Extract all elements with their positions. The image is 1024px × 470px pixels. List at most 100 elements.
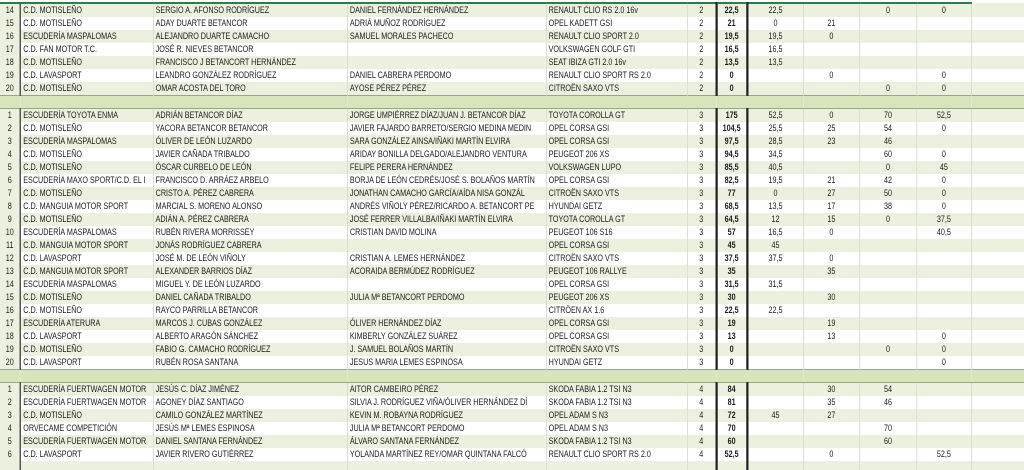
car-cell[interactable]: TOYOTA COROLLA GT [546,213,688,226]
empty-cell[interactable] [20,461,154,470]
round-points-cell[interactable] [971,122,1024,135]
codriver-cell[interactable]: FELIPE PERERA HERNÁNDEZ [347,161,547,174]
driver-cell[interactable]: ADIÁN A. PÉREZ CABRERA [153,213,348,226]
total-points-cell[interactable]: 77 [715,187,749,200]
car-cell[interactable]: PEUGEOT 206 XS [546,291,688,304]
round-points-cell[interactable]: 30 [803,382,860,396]
position-cell[interactable]: 15 [0,17,21,30]
round-points-cell[interactable] [971,174,1024,187]
total-points-cell[interactable]: 81 [715,396,749,409]
position-cell[interactable]: 17 [0,43,21,56]
category-cell[interactable]: 4 [687,396,717,409]
codriver-cell[interactable] [347,43,547,56]
codriver-cell[interactable]: SAMUEL MORALES PACHECO [347,30,547,43]
club-cell[interactable]: C.D. MOTISLEÑO [20,2,154,17]
total-points-cell[interactable]: 19 [715,317,749,330]
position-cell[interactable]: 18 [0,330,21,343]
club-cell[interactable]: ESCUDERÍA FUERTWAGEN MOTOR [20,435,154,448]
round-points-cell[interactable] [971,330,1024,343]
round-points-cell[interactable] [971,252,1024,265]
driver-cell[interactable]: RAYCO PARRILLA BETANCOR [153,304,348,317]
round-points-cell[interactable] [747,330,804,343]
codriver-cell[interactable]: JULIA Mª BETANCORT PERDOMO [347,422,547,435]
club-cell[interactable]: ORVECAME COMPETICIÓN [20,422,154,435]
round-points-cell[interactable]: 17 [803,200,860,213]
round-points-cell[interactable] [916,435,972,448]
empty-cell[interactable] [859,461,917,470]
category-cell[interactable]: 3 [687,213,717,226]
car-cell[interactable]: OPEL CORSA GSI [546,317,688,330]
round-points-cell[interactable]: 60 [859,435,917,448]
position-cell[interactable]: 14 [0,2,21,17]
total-points-cell[interactable]: 22,5 [715,2,749,17]
round-points-cell[interactable]: 34,5 [747,148,804,161]
club-cell[interactable]: C.D. MOTISLEÑO [20,213,154,226]
driver-cell[interactable]: SERGIO A. AFONSO RODRÍGUEZ [153,2,348,17]
position-cell[interactable]: 17 [0,317,21,330]
driver-cell[interactable]: ÓLIVER DE LEÓN LUZARDO [153,135,348,148]
club-cell[interactable]: ESCUDERÍA MAXO SPORT/C.D. EL I [20,174,154,187]
position-cell[interactable]: 3 [0,409,21,422]
driver-cell[interactable]: MIGUEL Y. DE LEÓN LUZARDO [153,278,348,291]
round-points-cell[interactable] [971,3,1024,17]
club-cell[interactable]: ESCUDERÍA ATERURA [20,317,154,330]
total-points-cell[interactable]: 52,5 [715,448,749,461]
codriver-cell[interactable]: JESUS MARIA LEMES ESPINOSA [347,356,547,370]
round-points-cell[interactable] [916,56,972,69]
club-cell[interactable]: C.D. MOTISLEÑO [20,148,154,161]
driver-cell[interactable]: CAMILO GONZÁLEZ MARTÍNEZ [153,409,348,422]
round-points-cell[interactable] [971,226,1024,239]
round-points-cell[interactable]: 0 [859,161,917,174]
car-cell[interactable]: CITROËN SAXO VTS [546,187,688,200]
total-points-cell[interactable]: 64,5 [715,213,749,226]
empty-cell[interactable] [546,461,688,470]
round-points-cell[interactable]: 45 [916,161,972,174]
club-cell[interactable]: C.D. LAVASPORT [20,356,154,370]
driver-cell[interactable]: DANIEL CAÑADA TRIBALDO [153,291,348,304]
total-points-cell[interactable]: 68,5 [715,200,749,213]
driver-cell[interactable]: ADRIÁN BETANCOR DÍAZ [153,108,348,122]
round-points-cell[interactable] [971,30,1024,43]
round-points-cell[interactable]: 16,5 [747,226,804,239]
round-points-cell[interactable] [971,82,1024,96]
round-points-cell[interactable]: 54 [859,122,917,135]
round-points-cell[interactable] [747,69,804,82]
empty-cell[interactable] [803,461,860,470]
category-cell[interactable]: 3 [687,187,717,200]
club-cell[interactable]: C.D. MOTISLEÑO [20,409,154,422]
codriver-cell[interactable]: ARIDAY BONILLA DELGADO/ALEJANDRO VENTURA [347,148,547,161]
round-points-cell[interactable]: 35 [803,396,860,409]
round-points-cell[interactable] [916,43,972,56]
codriver-cell[interactable]: CRISTIAN A. LEMES HERNÁNDEZ [347,252,547,265]
position-cell[interactable]: 11 [0,239,21,252]
codriver-cell[interactable]: ÁLVARO SANTANA FERNÁNDEZ [347,435,547,448]
codriver-cell[interactable]: DANIEL FERNÁNDEZ HERNÁNDEZ [347,2,547,17]
car-cell[interactable]: SKODA FABIA 1.2 TSI N3 [546,382,688,396]
codriver-cell[interactable]: BORJA DE LEÓN CEDRÉS/JOSÉ S. BOLAÑOS MAR… [347,174,547,187]
round-points-cell[interactable] [859,17,917,30]
driver-cell[interactable]: ALEJANDRO DUARTE CAMACHO [153,30,348,43]
car-cell[interactable]: RENAULT CLIO SPORT RS 2.0 [546,69,688,82]
position-cell[interactable]: 4 [0,148,21,161]
club-cell[interactable]: C.D. LAVASPORT [20,69,154,82]
total-points-cell[interactable]: 19,5 [715,30,749,43]
total-points-cell[interactable]: 70 [715,422,749,435]
driver-cell[interactable]: JAVIER CAÑADA TRIBALDO [153,148,348,161]
round-points-cell[interactable] [859,409,917,422]
car-cell[interactable]: RENAULT CLIO SPORT 2.0 [546,30,688,43]
car-cell[interactable]: OPEL CORSA GSI [546,330,688,343]
car-cell[interactable]: OPEL CORSA GSI [546,122,688,135]
round-points-cell[interactable]: 30 [803,291,860,304]
round-points-cell[interactable] [916,396,972,409]
round-points-cell[interactable]: 0 [916,330,972,343]
total-points-cell[interactable]: 175 [715,108,749,122]
round-points-cell[interactable] [971,278,1024,291]
driver-cell[interactable]: MARCIAL S. MORENO ALONSO [153,200,348,213]
round-points-cell[interactable] [747,396,804,409]
position-cell[interactable]: 9 [0,213,21,226]
club-cell[interactable]: C.D. MOTISLEÑO [20,82,154,96]
round-points-cell[interactable] [971,213,1024,226]
category-cell[interactable]: 3 [687,330,717,343]
codriver-cell[interactable]: JULIA Mª BETANCORT PERDOMO [347,291,547,304]
category-cell[interactable]: 3 [687,343,717,356]
